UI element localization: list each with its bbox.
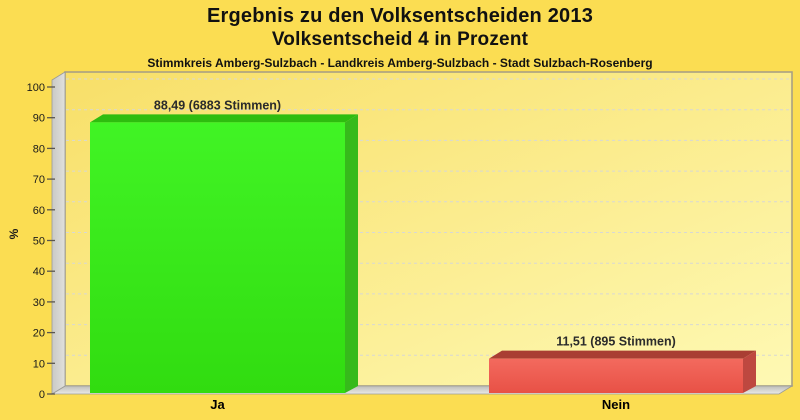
y-tick-label-10: 10 — [33, 358, 45, 370]
bar-nein-front-face — [489, 358, 743, 393]
y-tick-label-50: 50 — [33, 236, 45, 248]
bar-ja — [90, 114, 358, 394]
y-tick-label-40: 40 — [33, 266, 45, 278]
bar-ja-side-face — [345, 114, 358, 394]
category-label-ja: Ja — [210, 397, 225, 412]
chart-subtitle: Volksentscheid 4 in Prozent — [271, 29, 529, 50]
y-tick-label-30: 30 — [33, 297, 45, 309]
y-tick-label-100: 100 — [27, 82, 45, 94]
bar-nein-top-face — [489, 350, 756, 359]
bar-ja-top-face — [90, 114, 358, 123]
bar-nein-side-face — [743, 350, 756, 393]
y-tick-label-60: 60 — [33, 205, 45, 217]
chart-header: Ergebnis zu den Volksentscheiden 2013 Vo… — [0, 0, 800, 70]
chart-region-line: Stimmkreis Amberg-Sulzbach - Landkreis A… — [147, 56, 653, 70]
bar-ja-front-face — [90, 122, 345, 394]
bar-nein — [489, 350, 756, 393]
y-tick-label-80: 80 — [33, 143, 45, 155]
bar-nein-value-label: 11,51 (895 Stimmen) — [556, 335, 676, 349]
y-axis-title: % — [7, 228, 21, 239]
plot-side-wall — [51, 71, 66, 395]
y-tick-label-90: 90 — [33, 113, 45, 125]
bar-ja-value-label: 88,49 (6883 Stimmen) — [154, 98, 281, 112]
chart-title: Ergebnis zu den Volksentscheiden 2013 — [206, 5, 594, 27]
y-tick-label-0: 0 — [39, 389, 45, 401]
y-tick-label-70: 70 — [33, 174, 45, 186]
y-tick-label-20: 20 — [33, 328, 45, 340]
category-label-nein: Nein — [602, 397, 630, 412]
